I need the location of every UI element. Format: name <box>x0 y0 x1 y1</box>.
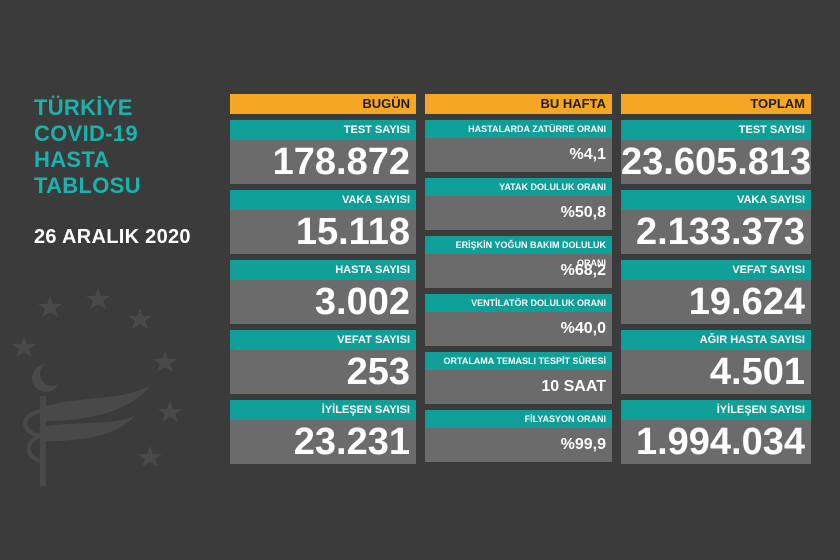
title-line: HASTA <box>34 147 110 172</box>
stat-value: 1.994.034 <box>621 420 811 464</box>
stat-value: 19.624 <box>621 280 811 324</box>
stat-value: %4,1 <box>425 138 612 172</box>
title-line: TÜRKİYE <box>34 95 133 120</box>
title-line: TABLOSU <box>34 173 141 198</box>
column-header-today: BUGÜN <box>230 94 416 114</box>
stat-label: AĞIR HASTA SAYISI <box>621 330 811 350</box>
stat-label: TEST SAYISI <box>621 120 811 140</box>
stat-test-today: TEST SAYISI 178.872 <box>230 120 416 184</box>
stat-test-total: TEST SAYISI 23.605.813 <box>621 120 811 184</box>
stat-death-today: VEFAT SAYISI 253 <box>230 330 416 394</box>
stat-label: VEFAT SAYISI <box>230 330 416 350</box>
stat-critical-total: AĞIR HASTA SAYISI 4.501 <box>621 330 811 394</box>
stat-ventilator-occupancy: VENTİLATÖR DOLULUK ORANI %40,0 <box>425 294 612 346</box>
stat-value: 10 SAAT <box>425 370 612 404</box>
stat-pneumonia-rate: HASTALARDA ZATÜRRE ORANI %4,1 <box>425 120 612 172</box>
total-column: TOPLAM TEST SAYISI 23.605.813 VAKA SAYIS… <box>621 94 811 464</box>
stat-value: 3.002 <box>230 280 416 324</box>
stat-value: 23.605.813 <box>621 140 811 184</box>
stat-bed-occupancy: YATAK DOLULUK ORANI %50,8 <box>425 178 612 230</box>
stat-label: FİLYASYON ORANI <box>425 410 612 428</box>
title-line: COVID-19 <box>34 121 138 146</box>
stat-label: VENTİLATÖR DOLULUK ORANI <box>425 294 612 312</box>
stat-label: İYİLEŞEN SAYISI <box>230 400 416 420</box>
stat-label: VAKA SAYISI <box>230 190 416 210</box>
stat-value: 178.872 <box>230 140 416 184</box>
stat-label: ORTALAMA TEMASLI TESPİT SÜRESİ <box>425 352 612 370</box>
stat-label: VEFAT SAYISI <box>621 260 811 280</box>
stat-value: 253 <box>230 350 416 394</box>
stat-value: 15.118 <box>230 210 416 254</box>
stat-death-total: VEFAT SAYISI 19.624 <box>621 260 811 324</box>
stat-label: YATAK DOLULUK ORANI <box>425 178 612 196</box>
stat-value: %68,2 <box>425 254 612 288</box>
stat-case-today: VAKA SAYISI 15.118 <box>230 190 416 254</box>
stat-case-total: VAKA SAYISI 2.133.373 <box>621 190 811 254</box>
stat-value: %40,0 <box>425 312 612 346</box>
ministry-emblem-icon <box>12 288 182 486</box>
stat-value: 4.501 <box>621 350 811 394</box>
report-date: 26 ARALIK 2020 <box>34 226 191 248</box>
stat-label: HASTALARDA ZATÜRRE ORANI <box>425 120 612 138</box>
stat-recovered-today: İYİLEŞEN SAYISI 23.231 <box>230 400 416 464</box>
stat-label: HASTA SAYISI <box>230 260 416 280</box>
stat-patient-today: HASTA SAYISI 3.002 <box>230 260 416 324</box>
page-title: TÜRKİYE COVID-19 HASTA TABLOSU <box>34 95 141 199</box>
column-header-week: BU HAFTA <box>425 94 612 114</box>
stat-contact-tracing-time: ORTALAMA TEMASLI TESPİT SÜRESİ 10 SAAT <box>425 352 612 404</box>
stat-value: %50,8 <box>425 196 612 230</box>
week-column: BU HAFTA HASTALARDA ZATÜRRE ORANI %4,1 Y… <box>425 94 612 462</box>
today-column: BUGÜN TEST SAYISI 178.872 VAKA SAYISI 15… <box>230 94 416 464</box>
stat-icu-occupancy: ERİŞKİN YOĞUN BAKIM DOLULUK ORANI %68,2 <box>425 236 612 288</box>
stat-filiation-rate: FİLYASYON ORANI %99,9 <box>425 410 612 462</box>
stat-label: TEST SAYISI <box>230 120 416 140</box>
stat-value: 23.231 <box>230 420 416 464</box>
stat-value: %99,9 <box>425 428 612 462</box>
stat-label: İYİLEŞEN SAYISI <box>621 400 811 420</box>
stat-label: VAKA SAYISI <box>621 190 811 210</box>
stat-label: ERİŞKİN YOĞUN BAKIM DOLULUK ORANI <box>425 236 612 268</box>
stat-value: 2.133.373 <box>621 210 811 254</box>
column-header-total: TOPLAM <box>621 94 811 114</box>
stat-recovered-total: İYİLEŞEN SAYISI 1.994.034 <box>621 400 811 464</box>
